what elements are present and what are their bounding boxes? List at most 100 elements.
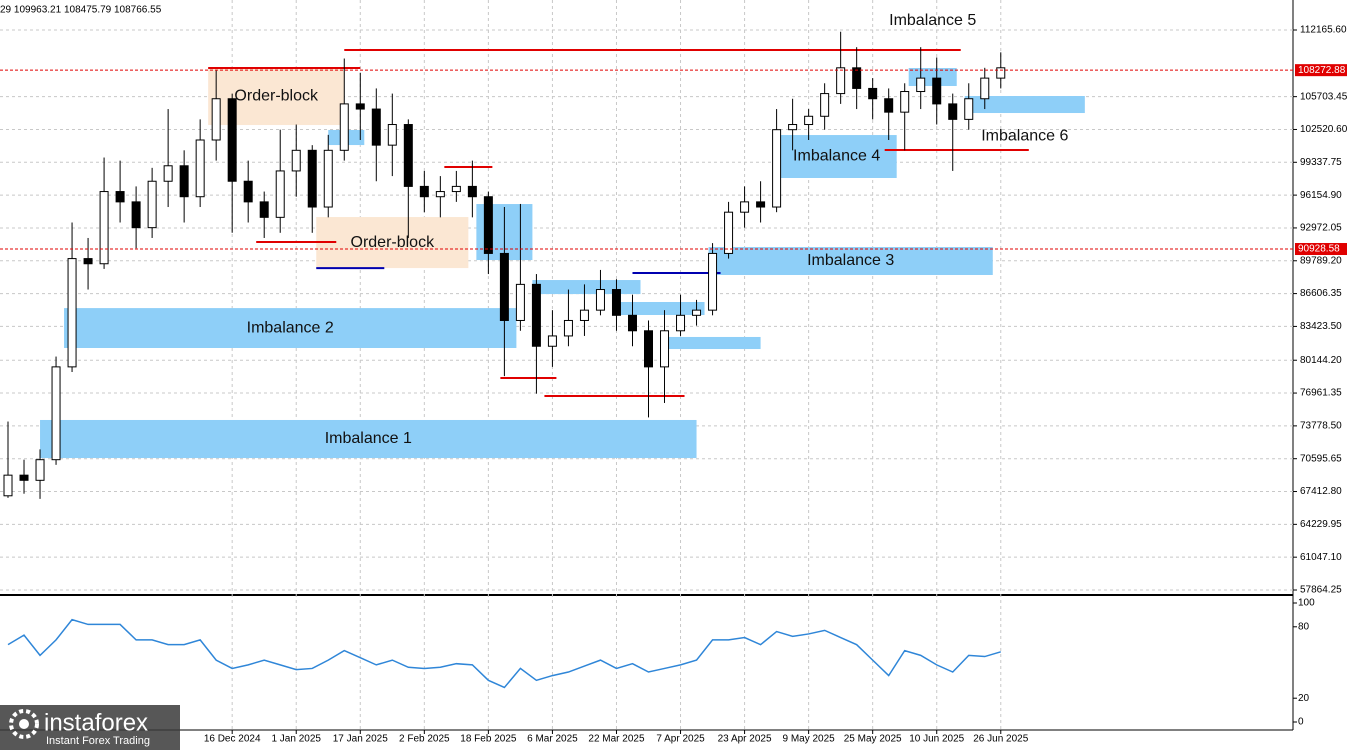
- candle-body: [19, 474, 29, 481]
- price-label-box: [1295, 64, 1347, 77]
- candle-body: [275, 170, 285, 218]
- y-tick-label: 92972.05: [1300, 223, 1342, 234]
- y-tick-label: 80: [1298, 621, 1310, 632]
- candle-body: [499, 252, 509, 321]
- y-tick-label: 57864.25: [1300, 585, 1342, 596]
- candle-body: [403, 124, 413, 187]
- x-tick-label: 25 May 2025: [844, 734, 902, 745]
- logo-icon: [9, 709, 39, 739]
- candle-body: [804, 115, 814, 126]
- candle-body: [611, 289, 621, 316]
- candle-body: [836, 67, 846, 95]
- zone-label: Imbalance 4: [793, 148, 880, 165]
- zone: [964, 96, 1085, 114]
- zone-label: Imbalance 2: [247, 319, 334, 336]
- candle-body: [579, 309, 589, 321]
- candle-body: [211, 98, 221, 141]
- zone-label: Imbalance 5: [889, 12, 976, 29]
- y-tick-label: 70595.65: [1300, 453, 1342, 464]
- candle-body: [724, 211, 734, 254]
- zone: [616, 302, 705, 316]
- price-label: 90928.58: [1298, 244, 1340, 255]
- candle-body: [291, 149, 301, 172]
- candle-body: [243, 180, 253, 203]
- candle-body: [227, 98, 237, 182]
- logo: instaforex Instant Forex Trading: [0, 705, 180, 750]
- candle-body: [515, 283, 525, 321]
- candle-body: [51, 366, 61, 461]
- candle-body: [595, 289, 605, 311]
- price-label: 108272.88: [1298, 65, 1346, 76]
- candle-body: [756, 201, 766, 208]
- candle-body: [131, 201, 141, 229]
- rsi-line: [7, 618, 1001, 689]
- x-tick-label: 2 Feb 2025: [399, 734, 450, 745]
- candle-body: [467, 185, 477, 198]
- candle-body: [307, 149, 317, 208]
- candle-body: [563, 319, 573, 337]
- zone: [64, 308, 517, 349]
- candle-body: [451, 185, 461, 193]
- y-tick-label: 100: [1298, 598, 1315, 609]
- x-tick-label: 18 Feb 2025: [460, 734, 517, 745]
- candle-body: [179, 165, 189, 198]
- logo-name: instaforex: [44, 709, 148, 736]
- candle-body: [339, 103, 349, 151]
- x-tick-label: 26 Jun 2025: [973, 734, 1028, 745]
- price-label-box: [1295, 243, 1347, 256]
- logo-background: [0, 705, 180, 750]
- candle-body: [660, 330, 670, 368]
- y-tick-label: 80144.20: [1300, 355, 1342, 366]
- y-tick-label: 112165.60: [1300, 25, 1347, 36]
- zone: [708, 247, 993, 275]
- candle-body: [259, 201, 269, 218]
- candle-body: [83, 258, 93, 265]
- candle-body: [147, 180, 157, 229]
- candle-body: [788, 124, 798, 131]
- candle-body: [772, 129, 782, 208]
- candle-body: [419, 185, 429, 198]
- zone-label: Order-block: [234, 88, 319, 105]
- candle-body: [355, 103, 365, 110]
- ohlc-header: 29 109963.21 108475.79 108766.55: [0, 5, 162, 16]
- x-tick-label: 6 Mar 2025: [527, 734, 578, 745]
- y-tick-label: 67412.80: [1300, 486, 1342, 497]
- y-tick-label: 99337.75: [1300, 157, 1342, 168]
- x-tick-label: 23 Apr 2025: [718, 734, 772, 745]
- candle-body: [483, 196, 493, 254]
- candle-body: [708, 252, 718, 311]
- x-tick-label: 17 Jan 2025: [333, 734, 388, 745]
- y-tick-label: 20: [1298, 693, 1310, 704]
- candle-body: [948, 103, 958, 120]
- zone: [532, 280, 641, 295]
- logo-icon-core: [19, 719, 29, 729]
- candle-body: [932, 77, 942, 105]
- candle-body: [195, 139, 205, 198]
- x-tick-label: 9 May 2025: [782, 734, 835, 745]
- zone: [316, 217, 469, 269]
- candle-body: [35, 459, 45, 481]
- candle-body: [676, 314, 686, 332]
- x-tick-label: 1 Jan 2025: [271, 734, 321, 745]
- zone-label: Order-block: [351, 234, 436, 251]
- x-tick-label: 7 Apr 2025: [656, 734, 705, 745]
- candle-body: [644, 330, 654, 368]
- y-tick-label: 83423.50: [1300, 321, 1342, 332]
- candle-body: [740, 201, 750, 213]
- candle-body: [435, 191, 445, 198]
- candle-body: [371, 108, 381, 146]
- zone: [40, 419, 697, 459]
- zone-label: Imbalance 3: [807, 252, 894, 269]
- x-tick-label: 10 Jun 2025: [909, 734, 964, 745]
- logo-tagline: Instant Forex Trading: [46, 735, 150, 747]
- y-tick-label: 76961.35: [1300, 388, 1342, 399]
- y-tick-label: 105703.45: [1300, 91, 1348, 102]
- candle-body: [964, 98, 974, 120]
- candle-body: [531, 283, 541, 347]
- candle-body: [387, 124, 397, 146]
- candle-body: [3, 474, 13, 497]
- zone-label: Imbalance 6: [981, 128, 1068, 145]
- candle-body: [852, 67, 862, 89]
